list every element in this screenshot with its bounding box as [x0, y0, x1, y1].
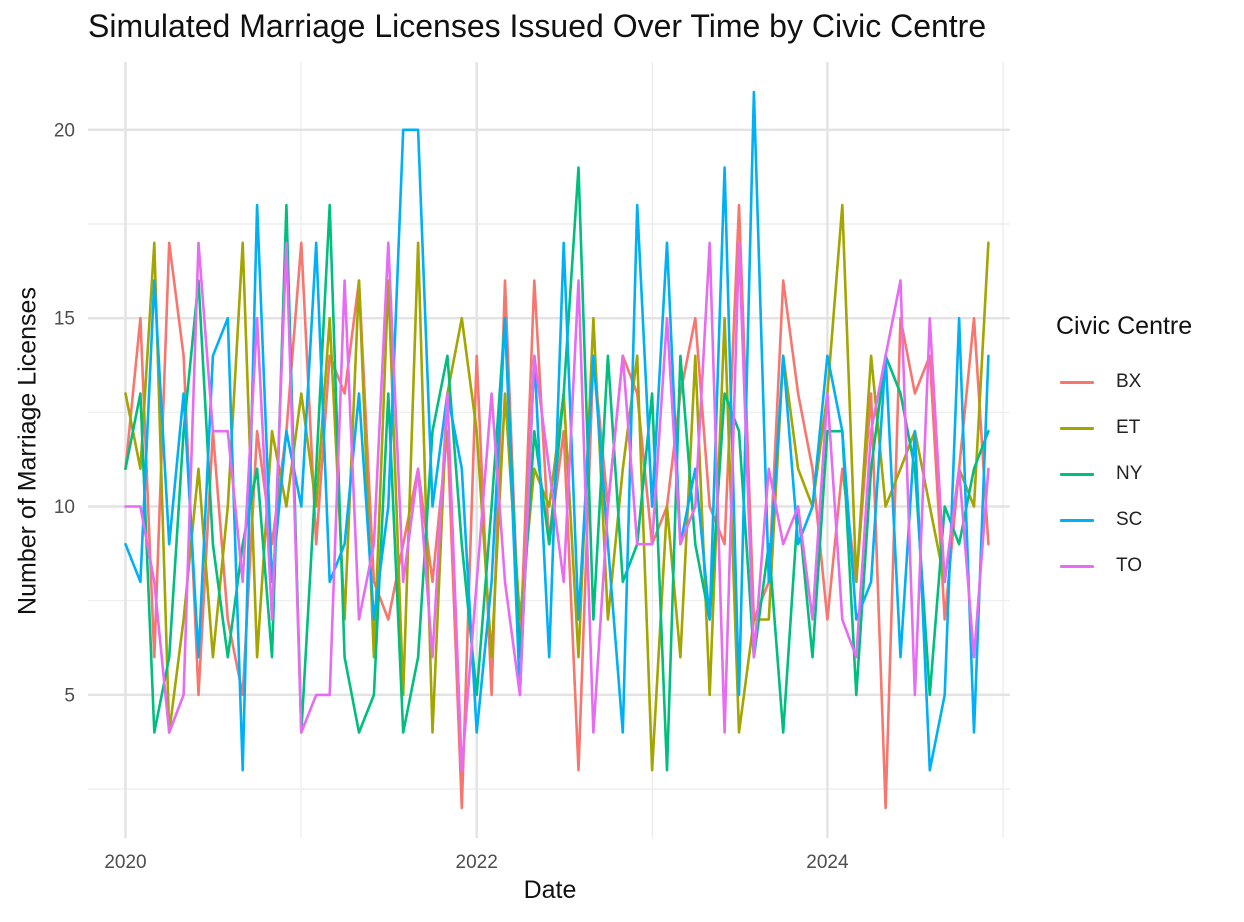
legend-key [1060, 472, 1094, 476]
legend-item-ny: NY [1056, 451, 1192, 497]
y-axis-title: Number of Marriage Licenses [13, 287, 42, 615]
legend-label: ET [1116, 417, 1141, 438]
series-line-sc [124, 90, 990, 772]
y-tick-label: 20 [54, 120, 75, 141]
legend-item-et: ET [1056, 405, 1192, 451]
legend-label: TO [1116, 555, 1143, 576]
x-axis-title: Date [523, 876, 577, 904]
x-tick-label: 2024 [806, 852, 849, 873]
legend-key [1060, 564, 1094, 568]
legend-label: NY [1116, 463, 1143, 484]
y-tick-label: 10 [54, 497, 75, 518]
legend-item-sc: SC [1056, 497, 1192, 543]
legend-label: BX [1116, 371, 1142, 392]
grid-minor [88, 62, 1010, 838]
legend-item-to: TO [1056, 543, 1192, 589]
chart-title: Simulated Marriage Licenses Issued Over … [88, 8, 987, 44]
series-lines [124, 90, 990, 810]
y-tick-label: 15 [54, 309, 75, 330]
legend-title: Civic Centre [1056, 312, 1193, 340]
y-tick-label: 5 [64, 685, 75, 706]
legend-items: BX ET NY SC TO [1056, 359, 1192, 589]
legend: Civic Centre BX ET NY SC TO [1056, 312, 1192, 589]
legend-key [1060, 380, 1094, 384]
legend-key [1060, 426, 1094, 430]
legend-key [1060, 518, 1094, 522]
x-tick-label: 2022 [456, 852, 498, 873]
series-line-to [124, 241, 990, 772]
legend-item-bx: BX [1056, 359, 1192, 405]
x-tick-label: 2020 [104, 852, 146, 873]
legend-label: SC [1116, 509, 1143, 530]
grid-major [88, 62, 1010, 838]
